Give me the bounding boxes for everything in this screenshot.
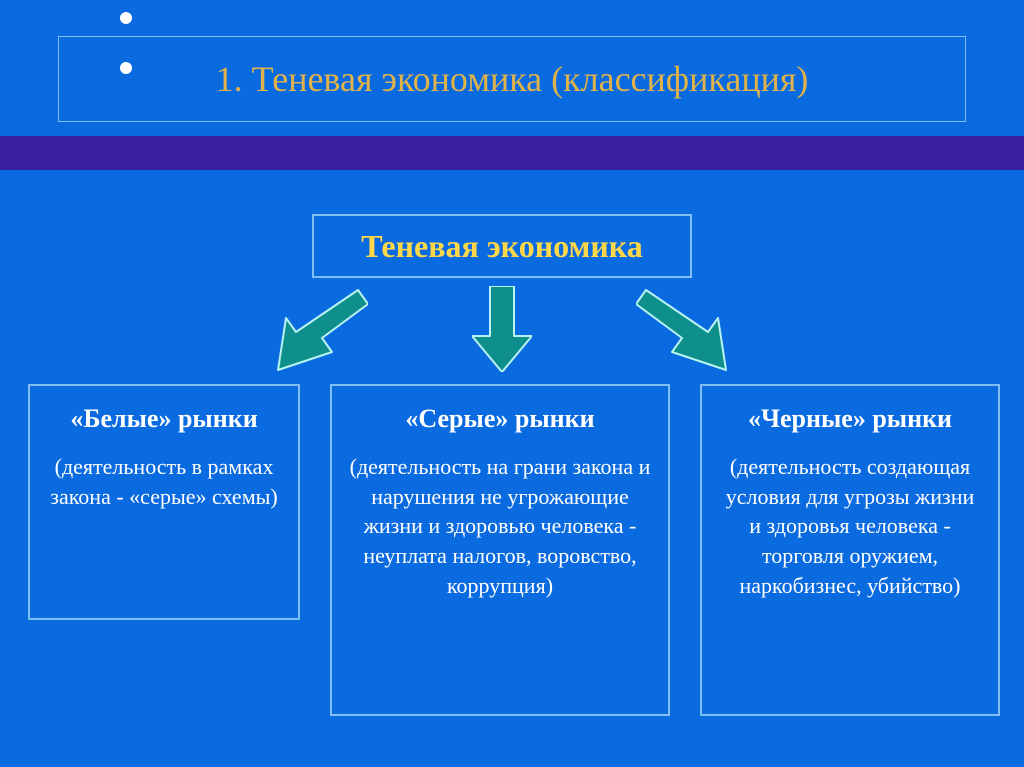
child-node-black: «Черные» рынки (деятельность создающая у… [700,384,1000,716]
accent-bar [0,136,1024,170]
title-frame: 1. Теневая экономика (классификация) [58,36,966,122]
slide-title: 1. Теневая экономика (классификация) [216,58,809,100]
arrow-middle [472,286,532,372]
child-title: «Белые» рынки [46,404,282,434]
child-desc: (деятельность на грани закона и нарушени… [348,452,652,600]
slide: 1. Теневая экономика (классификация) Тен… [0,0,1024,767]
arrow-right [636,284,766,374]
root-node: Теневая экономика [312,214,692,278]
child-node-white: «Белые» рынки (деятельность в рамках зак… [28,384,300,620]
arrow-left [238,284,368,374]
decor-bullet [120,12,132,24]
child-title: «Черные» рынки [718,404,982,434]
child-title: «Серые» рынки [348,404,652,434]
child-desc: (деятельность в рамках закона - «серые» … [46,452,282,511]
child-node-grey: «Серые» рынки (деятельность на грани зак… [330,384,670,716]
child-desc: (деятельность создающая условия для угро… [718,452,982,600]
root-label: Теневая экономика [361,228,642,265]
